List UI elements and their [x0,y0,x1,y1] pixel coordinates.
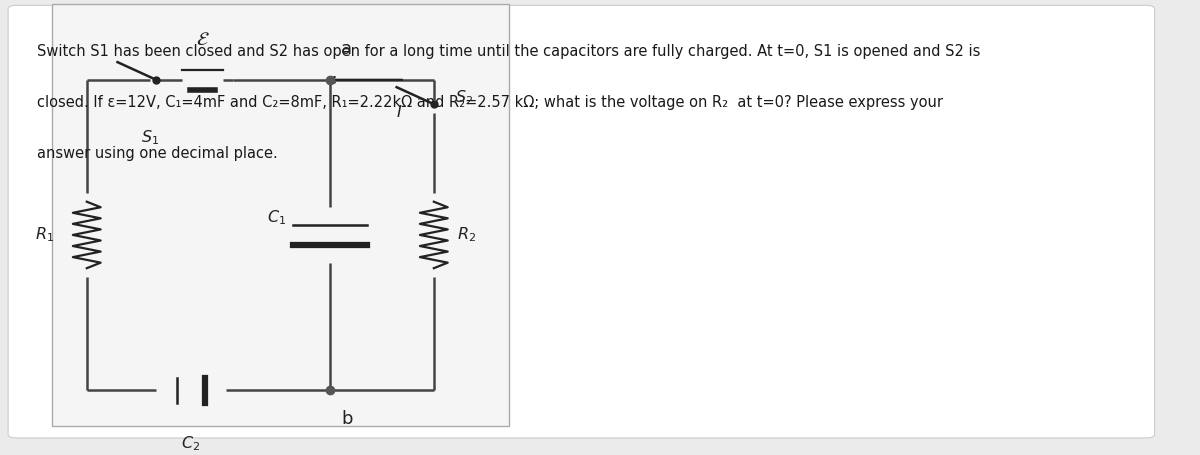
Text: $S_2$: $S_2$ [455,88,473,107]
Text: a: a [341,40,353,58]
Text: b: b [341,410,353,428]
Text: $\mathcal{E}$: $\mathcal{E}$ [196,30,209,49]
FancyBboxPatch shape [8,5,1154,438]
Text: $S_1$: $S_1$ [142,129,160,147]
Text: closed. If ε=12V, C₁=4mF and C₂=8mF, R₁=2.22kΩ and R₂=2.57 kΩ; what is the volta: closed. If ε=12V, C₁=4mF and C₂=8mF, R₁=… [37,95,943,110]
Text: Switch S1 has been closed and S2 has open for a long time until the capacitors a: Switch S1 has been closed and S2 has ope… [37,44,980,59]
Text: $I$: $I$ [396,104,402,120]
Text: answer using one decimal place.: answer using one decimal place. [37,147,277,161]
FancyBboxPatch shape [52,5,509,425]
Text: $R_1$: $R_1$ [35,226,54,244]
Text: $C_2$: $C_2$ [181,435,200,453]
Text: $R_2$: $R_2$ [457,226,476,244]
Text: $C_1$: $C_1$ [266,208,286,227]
